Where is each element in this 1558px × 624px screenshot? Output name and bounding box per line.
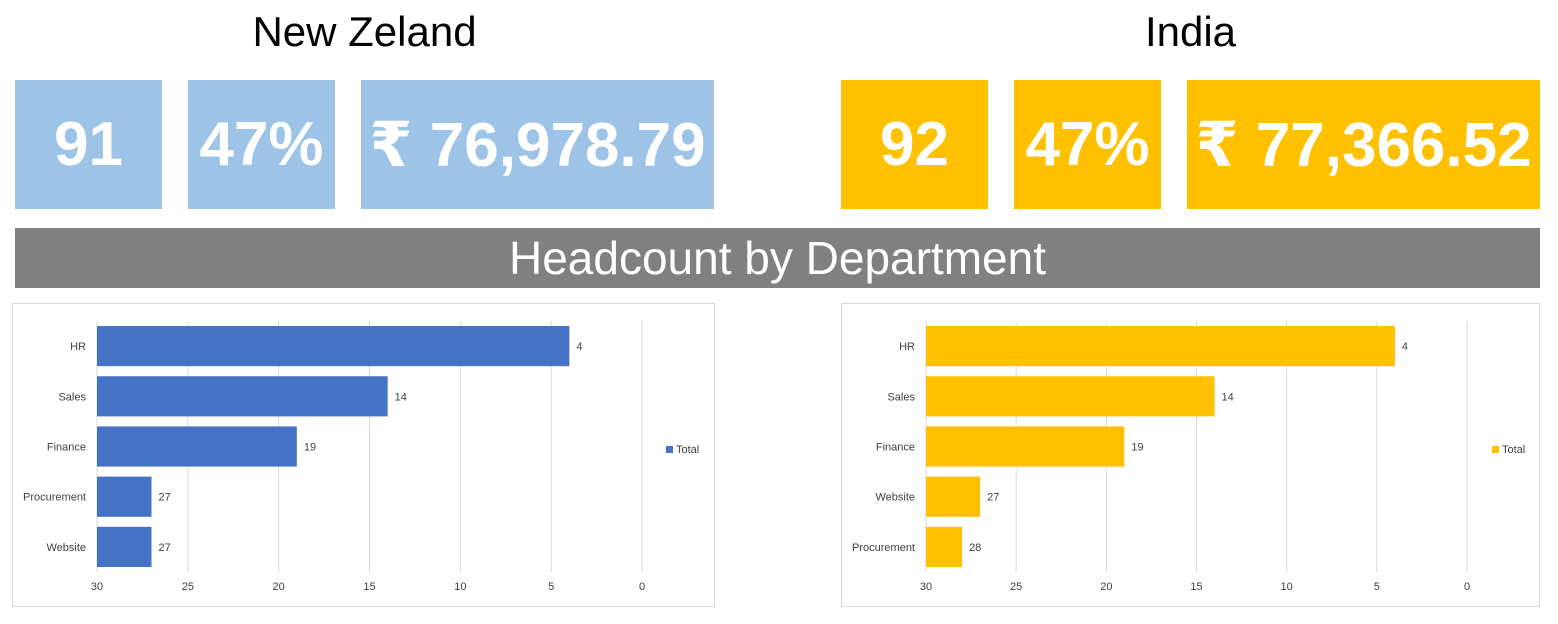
- category-label: Sales: [58, 391, 86, 403]
- kpi-headcount-india: 92: [841, 80, 988, 209]
- data-label: 19: [1131, 442, 1143, 454]
- bar: [926, 326, 1395, 367]
- x-tick-label: 20: [1100, 581, 1112, 593]
- x-tick-label: 0: [1464, 581, 1470, 593]
- x-tick-label: 0: [639, 581, 645, 593]
- bar: [97, 326, 570, 367]
- bar: [97, 476, 152, 517]
- x-tick-label: 15: [363, 581, 375, 593]
- data-label: 4: [1402, 341, 1408, 353]
- legend-label: Total: [676, 444, 699, 456]
- bar: [926, 476, 981, 517]
- section-banner: Headcount by Department: [15, 228, 1540, 288]
- category-label: HR: [899, 341, 915, 353]
- kpi-headcount-nz: 91: [15, 80, 162, 209]
- data-label: 19: [304, 442, 316, 454]
- data-label: 27: [159, 542, 171, 554]
- data-label: 14: [395, 391, 407, 403]
- kpi-percent-nz: 47%: [188, 80, 335, 209]
- x-tick-label: 5: [1374, 581, 1380, 593]
- bar: [97, 426, 297, 467]
- category-label: Website: [46, 542, 86, 554]
- kpi-salary-nz: ₹ 76,978.79: [361, 80, 714, 209]
- chart-india: 30 25 20 15 10 5 0 4 HR 14 Sales 19 Finance 27 Website…: [841, 303, 1540, 607]
- bar: [926, 426, 1125, 467]
- category-label: Website: [875, 492, 915, 504]
- kpi-salary-india: ₹ 77,366.52: [1187, 80, 1540, 209]
- data-label: 27: [159, 492, 171, 504]
- data-label: 27: [987, 492, 999, 504]
- x-tick-label: 15: [1190, 581, 1202, 593]
- data-label: 14: [1222, 391, 1234, 403]
- x-tick-label: 10: [454, 581, 466, 593]
- x-tick-label: 10: [1281, 581, 1293, 593]
- region-title-nz: New Zeland: [252, 8, 477, 55]
- kpi-percent-india: 47%: [1014, 80, 1161, 209]
- x-tick-label: 20: [273, 581, 285, 593]
- chart-nz-svg: 30 25 20 15 10 5 0 4 HR 14 Sales 19 Finance 27 Procure…: [23, 321, 699, 593]
- category-label: Finance: [876, 442, 915, 454]
- legend-label: Total: [1502, 444, 1525, 456]
- category-label: HR: [70, 341, 86, 353]
- data-label: 28: [969, 542, 981, 554]
- x-tick-label: 25: [1010, 581, 1022, 593]
- bar: [926, 526, 963, 567]
- category-label: Finance: [47, 442, 86, 454]
- x-tick-label: 25: [182, 581, 194, 593]
- legend-swatch: [1492, 446, 1499, 453]
- bar: [926, 376, 1215, 417]
- x-tick-label: 30: [920, 581, 932, 593]
- data-label: 4: [576, 341, 582, 353]
- bar: [97, 376, 388, 417]
- category-label: Procurement: [852, 542, 915, 554]
- x-tick-label: 5: [548, 581, 554, 593]
- x-tick-label: 30: [91, 581, 103, 593]
- legend-swatch: [666, 446, 673, 453]
- chart-nz: 30 25 20 15 10 5 0 4 HR 14 Sales 19 Finance 27 Procure…: [12, 303, 715, 607]
- region-title-india: India: [1144, 8, 1237, 55]
- chart-india-svg: 30 25 20 15 10 5 0 4 HR 14 Sales 19 Finance 27 Website…: [852, 321, 1525, 593]
- bar: [97, 526, 152, 567]
- category-label: Sales: [887, 391, 915, 403]
- category-label: Procurement: [23, 492, 86, 504]
